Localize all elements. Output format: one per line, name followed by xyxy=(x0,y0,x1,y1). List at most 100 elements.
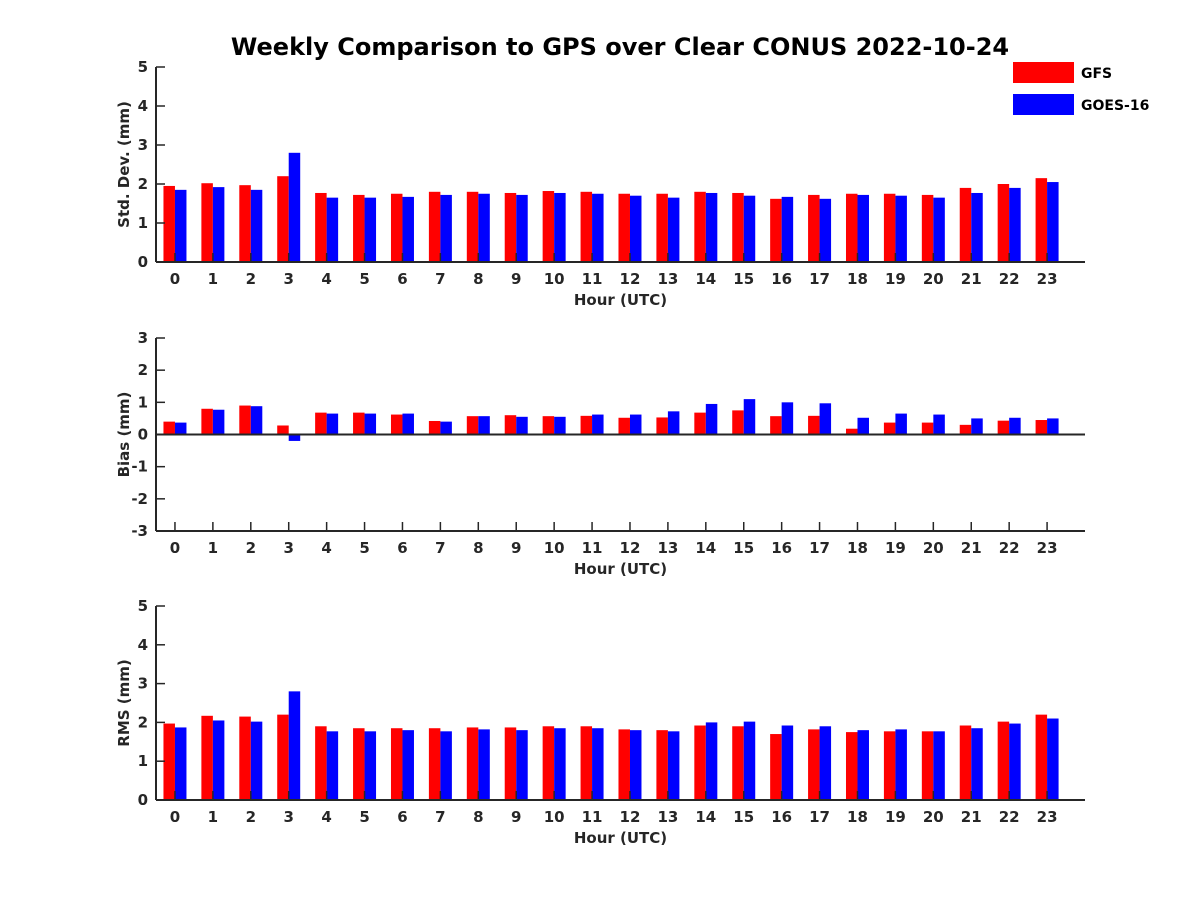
bar-gfs-hour-18 xyxy=(845,732,858,800)
bar-gfs-hour-3 xyxy=(277,176,289,262)
bar-gfs-hour-11 xyxy=(580,726,593,800)
y-tick-label: 1 xyxy=(138,752,148,770)
bar-gfs-hour-15 xyxy=(732,410,744,435)
bar-gfs-hour-10 xyxy=(542,726,555,800)
bar-gfs-hour-12 xyxy=(618,193,630,262)
y-tick-label: 3 xyxy=(138,136,148,154)
bar-goes-16-hour-6 xyxy=(402,196,414,262)
x-tick-label: 16 xyxy=(771,270,792,288)
y-tick-label: 2 xyxy=(138,361,148,379)
x-tick-label: 20 xyxy=(923,270,944,288)
bar-gfs-hour-13 xyxy=(656,417,668,435)
y-tick-label: 3 xyxy=(138,329,148,347)
bar-gfs-hour-8 xyxy=(466,727,479,800)
y-tick-label: 5 xyxy=(138,597,148,615)
bar-gfs-hour-0 xyxy=(163,421,175,435)
bar-gfs-hour-11 xyxy=(580,191,593,262)
bar-gfs-hour-21 xyxy=(959,187,972,262)
x-tick-label: 13 xyxy=(657,270,678,288)
bar-goes-16-hour-15 xyxy=(743,399,756,435)
bar-goes-16-hour-3 xyxy=(288,434,301,441)
legend-label-goes-16: GOES-16 xyxy=(1081,98,1149,114)
bar-goes-16-hour-7 xyxy=(440,421,452,435)
x-tick-label: 12 xyxy=(620,539,641,557)
bar-gfs-hour-4 xyxy=(315,192,327,262)
bar-gfs-hour-1 xyxy=(201,715,213,800)
bar-gfs-hour-19 xyxy=(883,422,896,435)
bar-goes-16-hour-11 xyxy=(592,193,604,262)
bar-goes-16-hour-22 xyxy=(1009,723,1021,800)
bar-goes-16-hour-21 xyxy=(971,728,983,800)
bar-goes-16-hour-7 xyxy=(440,194,452,262)
bar-goes-16-hour-11 xyxy=(592,414,604,435)
bar-gfs-hour-12 xyxy=(618,417,630,435)
bar-goes-16-hour-13 xyxy=(667,197,680,262)
x-tick-label: 13 xyxy=(657,539,678,557)
bar-gfs-hour-1 xyxy=(201,408,213,435)
bar-gfs-hour-4 xyxy=(315,726,327,800)
x-tick-label: 9 xyxy=(511,808,521,826)
bar-gfs-hour-5 xyxy=(353,194,365,262)
y-axis-label: RMS (mm) xyxy=(115,659,133,746)
x-tick-label: 23 xyxy=(1037,539,1058,557)
bar-goes-16-hour-19 xyxy=(895,729,907,800)
bar-goes-16-hour-18 xyxy=(857,417,869,435)
bar-goes-16-hour-8 xyxy=(478,193,490,262)
x-tick-label: 22 xyxy=(999,808,1020,826)
x-tick-label: 6 xyxy=(397,539,407,557)
bar-goes-16-hour-10 xyxy=(554,416,566,435)
bar-gfs-hour-7 xyxy=(428,420,441,435)
bar-gfs-hour-3 xyxy=(277,425,289,435)
bar-goes-16-hour-8 xyxy=(478,416,490,435)
bar-goes-16-hour-7 xyxy=(440,731,452,800)
bar-goes-16-hour-3 xyxy=(288,691,301,800)
bar-goes-16-hour-17 xyxy=(819,726,832,800)
bar-goes-16-hour-4 xyxy=(326,197,339,262)
bar-gfs-hour-10 xyxy=(542,416,555,435)
bar-goes-16-hour-17 xyxy=(819,198,832,262)
bar-gfs-hour-14 xyxy=(694,725,706,800)
bar-goes-16-hour-9 xyxy=(516,416,528,435)
bar-gfs-hour-19 xyxy=(883,731,896,800)
bar-gfs-hour-23 xyxy=(1035,178,1048,262)
x-tick-label: 19 xyxy=(885,808,906,826)
x-tick-label: 12 xyxy=(620,808,641,826)
bar-gfs-hour-16 xyxy=(770,198,782,262)
bar-goes-16-hour-4 xyxy=(326,731,339,800)
x-tick-label: 1 xyxy=(208,539,218,557)
x-tick-label: 9 xyxy=(511,539,521,557)
bar-goes-16-hour-12 xyxy=(629,195,642,262)
bar-gfs-hour-19 xyxy=(883,193,896,262)
legend-swatch-gfs xyxy=(1013,62,1074,83)
bar-goes-16-hour-3 xyxy=(288,152,301,262)
x-tick-label: 12 xyxy=(620,270,641,288)
x-tick-label: 3 xyxy=(283,808,293,826)
bar-gfs-hour-14 xyxy=(694,191,706,262)
x-tick-label: 1 xyxy=(208,270,218,288)
x-tick-label: 7 xyxy=(435,270,445,288)
x-axis-label: Hour (UTC) xyxy=(574,829,667,847)
x-tick-label: 19 xyxy=(885,270,906,288)
bar-goes-16-hour-19 xyxy=(895,413,907,435)
x-tick-label: 6 xyxy=(397,270,407,288)
bar-gfs-hour-9 xyxy=(504,727,517,800)
bar-goes-16-hour-12 xyxy=(629,730,642,800)
bar-gfs-hour-21 xyxy=(959,424,972,435)
bar-gfs-hour-12 xyxy=(618,729,630,800)
x-tick-label: 22 xyxy=(999,539,1020,557)
x-tick-label: 11 xyxy=(582,808,603,826)
bar-gfs-hour-2 xyxy=(239,185,251,262)
x-tick-label: 16 xyxy=(771,808,792,826)
bar-gfs-hour-15 xyxy=(732,192,744,262)
x-tick-label: 21 xyxy=(961,270,982,288)
bar-goes-16-hour-9 xyxy=(516,194,528,262)
bar-goes-16-hour-20 xyxy=(933,197,945,262)
x-tick-label: 10 xyxy=(544,270,565,288)
x-tick-label: 4 xyxy=(321,270,331,288)
x-tick-label: 16 xyxy=(771,539,792,557)
x-tick-label: 17 xyxy=(809,270,830,288)
bar-gfs-hour-20 xyxy=(921,194,934,262)
bar-goes-16-hour-19 xyxy=(895,195,907,262)
bar-gfs-hour-23 xyxy=(1035,420,1048,435)
